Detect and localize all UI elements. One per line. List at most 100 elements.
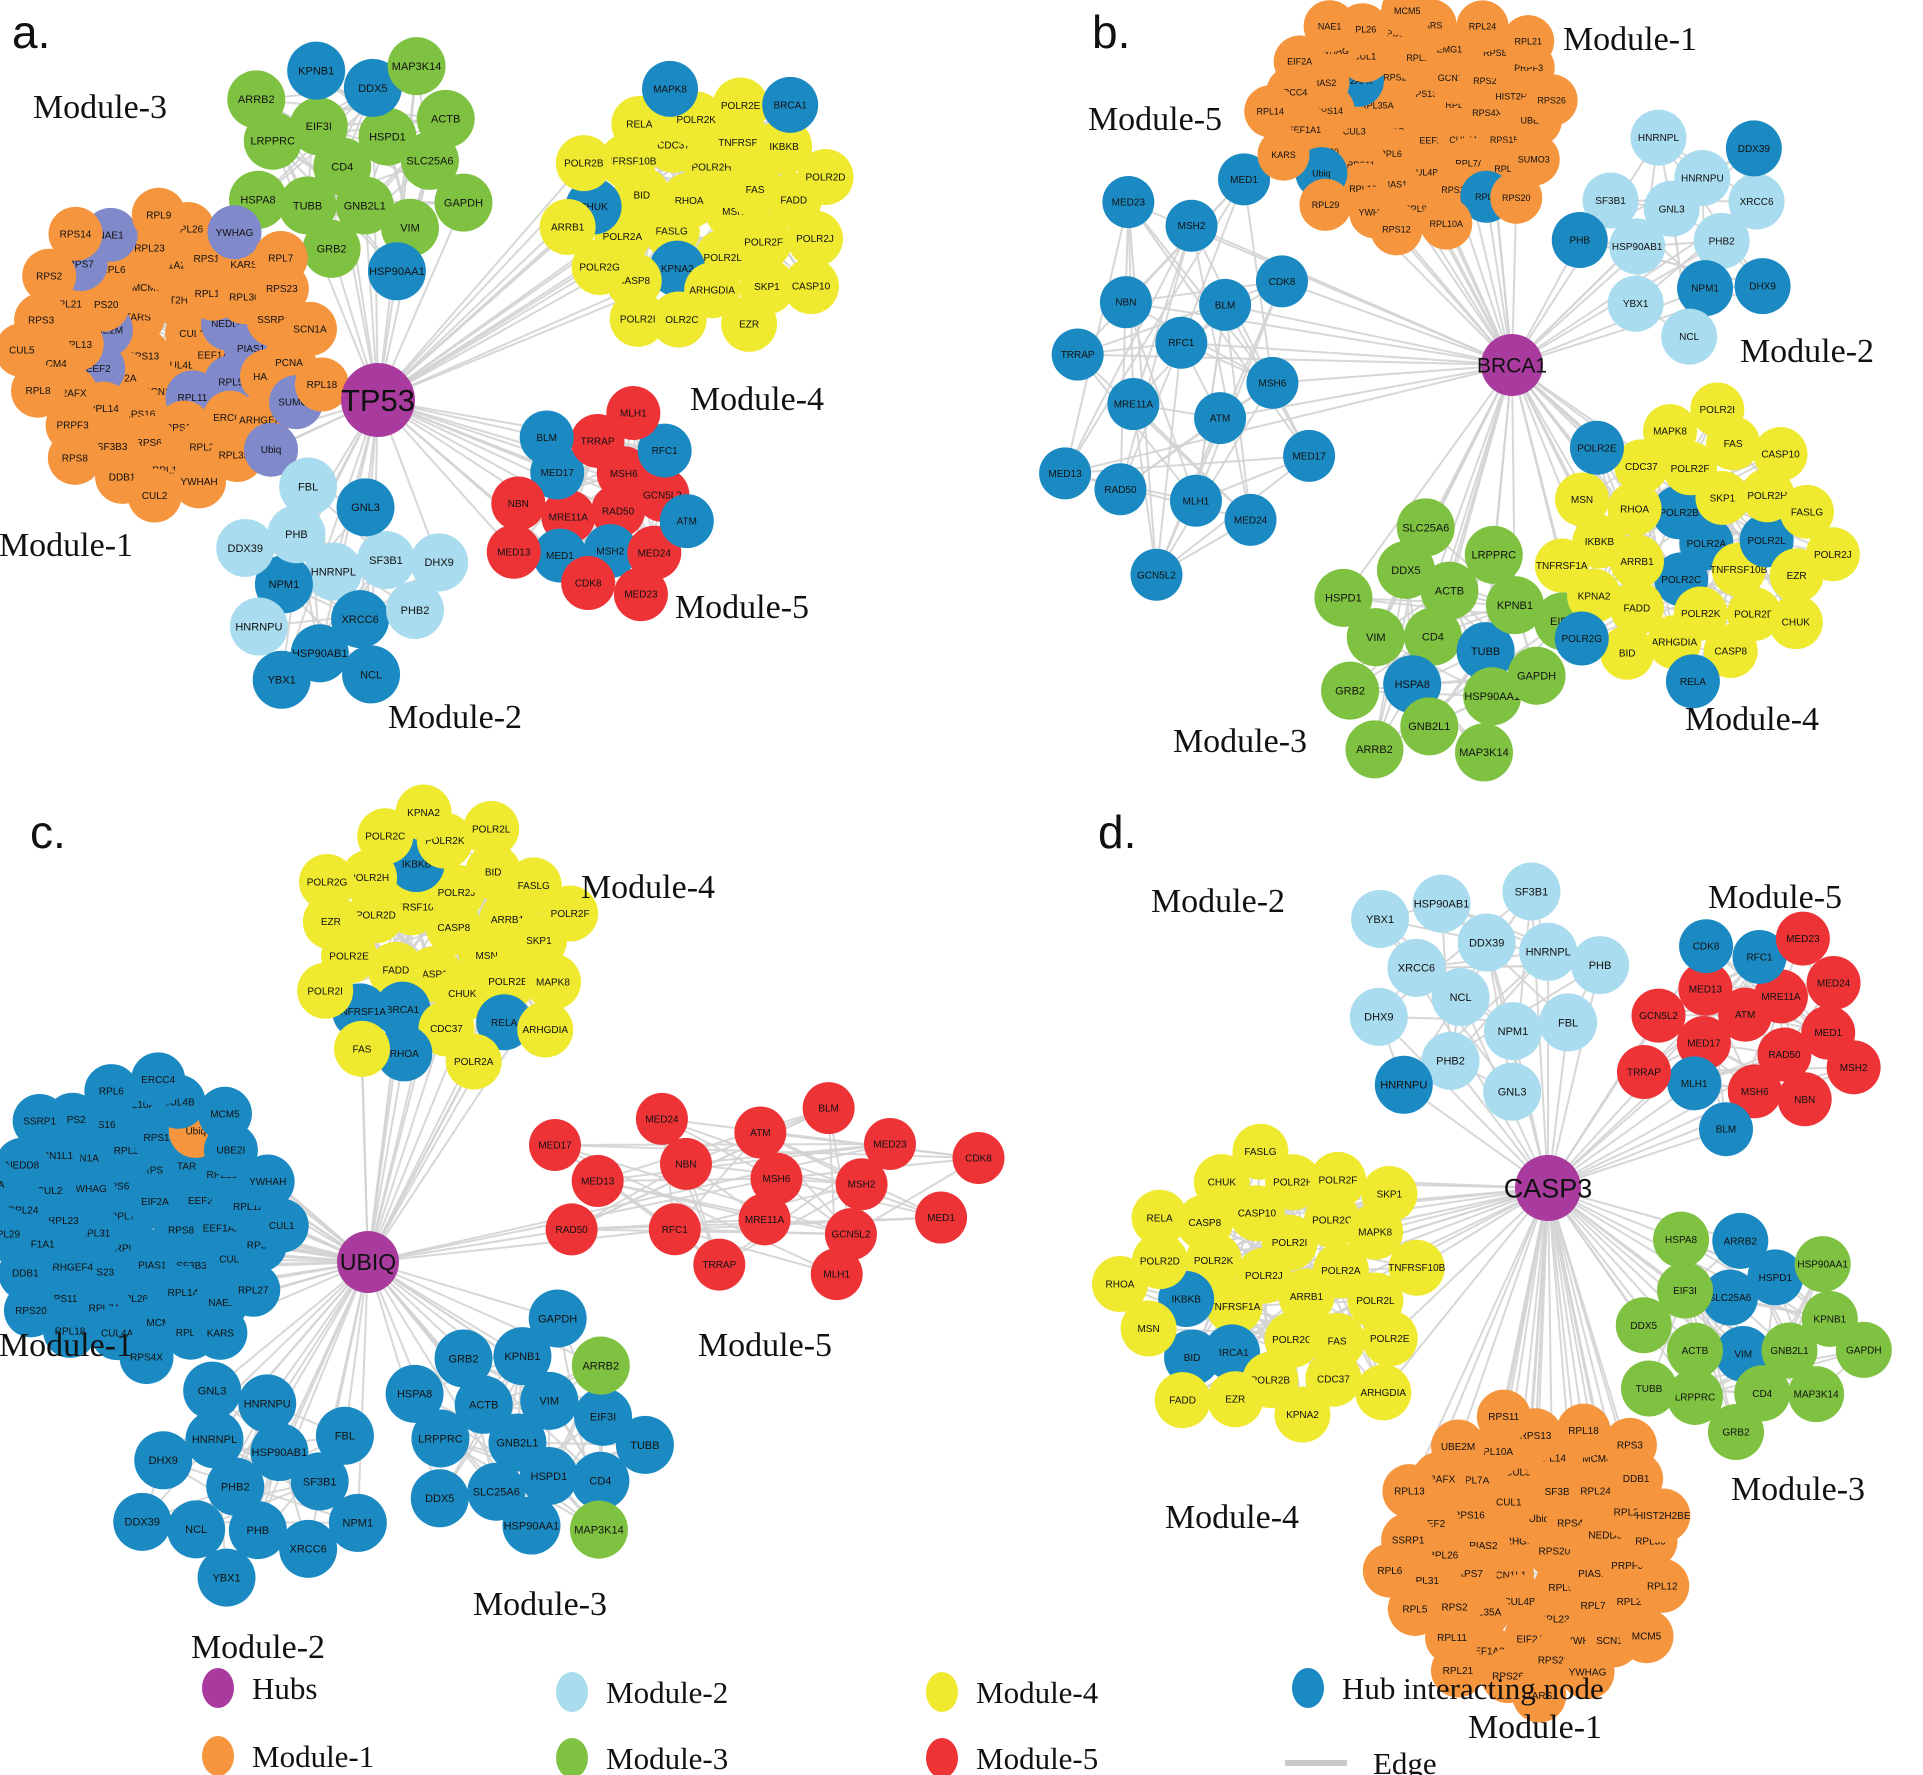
network-node xyxy=(1420,197,1473,250)
node-label: GCN1L1 xyxy=(34,1151,73,1162)
network-node xyxy=(1653,1211,1710,1268)
hub-edge xyxy=(367,1228,572,1263)
network-node xyxy=(1512,1668,1567,1723)
hub-edge xyxy=(367,1061,475,1263)
node-label: TNFRSF1A xyxy=(718,138,770,149)
node-label: MED24 xyxy=(1817,978,1851,989)
node-label: ARRB2 xyxy=(1356,744,1393,756)
node-label: HSP90AA1 xyxy=(1464,691,1520,703)
node-label: DDX39 xyxy=(1469,937,1504,949)
node-label: RPS26 xyxy=(1492,1672,1524,1683)
node-label: PIAS1 xyxy=(1382,180,1408,190)
node-label: GNL3 xyxy=(1659,204,1686,215)
node-label: ATM xyxy=(677,517,697,528)
network-node xyxy=(519,410,574,465)
node-label: GCN1L1 xyxy=(1438,73,1473,83)
hub-label: BRCA1 xyxy=(1477,354,1547,377)
network-node xyxy=(519,1446,578,1505)
hub-edge xyxy=(1534,1187,1549,1436)
network-node xyxy=(486,524,541,579)
network-node xyxy=(342,645,401,704)
network-node xyxy=(1207,1371,1264,1428)
network-node xyxy=(750,1152,803,1205)
node-label: KPNB1 xyxy=(504,1351,540,1363)
node-label: HSPD1 xyxy=(1325,593,1362,605)
node-label: MED17 xyxy=(1292,451,1326,462)
network-node xyxy=(1420,561,1479,620)
network-node xyxy=(1257,128,1310,181)
node-label: MED17 xyxy=(1687,1039,1721,1050)
network-node xyxy=(1274,1386,1331,1443)
node-label: MSH2 xyxy=(848,1180,876,1191)
node-label: POLR2H xyxy=(1273,1178,1313,1189)
network-node xyxy=(863,1117,916,1170)
node-label: PIAS1 xyxy=(1578,1569,1607,1580)
node-label: KARS xyxy=(1271,150,1296,160)
node-label: BLM xyxy=(1215,300,1236,311)
network-node xyxy=(335,176,394,235)
node-label: RPL23 xyxy=(134,244,165,255)
node-label: ARHGDIA xyxy=(1652,638,1698,649)
node-label: GRB2 xyxy=(449,1353,479,1365)
node-label: POLR2C xyxy=(659,315,699,326)
node-label: POLR2A xyxy=(454,1057,494,1068)
edge xyxy=(674,1228,837,1276)
network-node xyxy=(294,357,349,412)
node-label: MSN xyxy=(475,951,497,962)
node-label: MAP3K14 xyxy=(574,1524,624,1536)
node-label: CUL5 xyxy=(9,346,35,357)
node-label: DDB1 xyxy=(1623,1474,1650,1485)
node-label: RPL24 xyxy=(1580,1486,1611,1497)
network-node xyxy=(1388,1239,1445,1296)
node-label: EEF2 xyxy=(188,1196,213,1207)
node-label: MED23 xyxy=(1786,934,1820,945)
network-node xyxy=(1556,1403,1611,1458)
network-node xyxy=(1199,278,1252,331)
node-label: NCL xyxy=(185,1524,207,1536)
network-node xyxy=(1244,85,1297,138)
module-label: Module-5 xyxy=(675,589,809,626)
hub-edge xyxy=(1547,1187,1585,1431)
node-label: ARRB2 xyxy=(582,1360,619,1372)
node-label: MED1 xyxy=(1230,175,1258,186)
network-node xyxy=(561,556,616,611)
node-label: RPL18 xyxy=(307,380,338,391)
node-label: RAD50 xyxy=(555,1225,588,1236)
network-node xyxy=(134,1431,193,1490)
node-label: KPNA2 xyxy=(1286,1410,1319,1421)
node-label: RPL18 xyxy=(55,1326,86,1337)
node-label: XRCC6 xyxy=(290,1544,327,1556)
legend-label: Hubs xyxy=(252,1671,317,1706)
node-label: HSPD1 xyxy=(369,131,406,143)
node-label: RPL14 xyxy=(168,1288,199,1299)
node-label: YBX1 xyxy=(1623,299,1649,310)
network-node xyxy=(915,1191,968,1244)
node-label: DHX9 xyxy=(1749,282,1776,293)
node-label: POLR2K xyxy=(676,115,716,126)
network-node xyxy=(1403,607,1462,666)
node-label: ARRB2 xyxy=(1724,1236,1758,1247)
node-label: RPS20 xyxy=(1502,193,1531,203)
module-label: Module-4 xyxy=(1165,1499,1299,1536)
hub-edge xyxy=(1457,1187,1549,1447)
hub-edge xyxy=(377,266,601,401)
hub-edge xyxy=(1272,364,1513,384)
network-node xyxy=(1463,667,1522,726)
node-label: DDX39 xyxy=(1738,144,1771,155)
edge xyxy=(1119,225,1193,490)
node-label: ATM xyxy=(1735,1010,1755,1021)
network-node xyxy=(411,1409,470,1468)
node-label: RPS8 xyxy=(168,1226,195,1237)
node-label: YWHAH xyxy=(180,477,217,488)
node-label: RPL7A xyxy=(1455,158,1484,168)
network-node xyxy=(574,1387,633,1446)
hub-edge xyxy=(1181,341,1513,366)
node-label: FBL xyxy=(1558,1017,1578,1029)
module-label: Module-3 xyxy=(33,89,167,126)
network-node xyxy=(287,41,346,100)
hub-edge xyxy=(1389,1187,1549,1340)
node-label: POLR2A xyxy=(603,232,643,243)
network-node xyxy=(1255,255,1308,308)
panel-letter: b. xyxy=(1092,6,1130,58)
network-node xyxy=(609,290,666,347)
